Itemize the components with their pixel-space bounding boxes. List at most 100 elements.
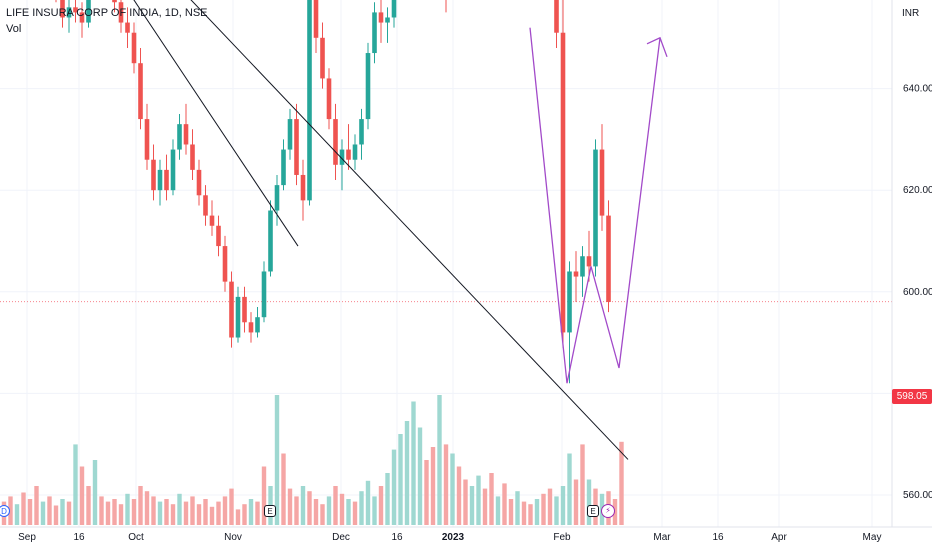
candle-body	[573, 271, 579, 277]
candle-body	[196, 169, 202, 196]
volume-bar	[456, 466, 462, 525]
volume-bar	[541, 493, 546, 525]
x-tick-label: Oct	[128, 532, 144, 543]
candle-body	[112, 0, 117, 3]
volume-bar	[274, 395, 280, 525]
candle-body	[606, 215, 611, 302]
candle-body	[554, 0, 559, 33]
volume-bar	[53, 505, 59, 525]
x-tick-label: May	[863, 532, 882, 543]
trendlines	[133, 0, 668, 460]
volume-bar	[8, 496, 13, 525]
volume-bar	[261, 466, 267, 525]
x-tick-label: Mar	[653, 532, 671, 543]
volume-bar	[515, 491, 520, 525]
candle-body	[307, 0, 312, 201]
candle-body	[144, 119, 150, 160]
volume-bars	[1, 395, 624, 525]
volume-bar	[365, 480, 371, 525]
trendline	[190, 0, 629, 460]
volume-bar	[34, 486, 39, 525]
earnings-event-icon[interactable]: E	[264, 505, 276, 517]
volume-bar	[508, 499, 514, 525]
volume-bar	[534, 499, 540, 525]
candle-body	[391, 0, 397, 18]
volume-legend[interactable]: Vol	[6, 23, 22, 35]
volume-bar	[138, 486, 143, 525]
volume-bar	[209, 506, 215, 525]
candle-body	[86, 0, 91, 23]
volume-bar	[619, 441, 624, 525]
candle-body	[73, 7, 78, 13]
y-tick-label: 640.00	[903, 84, 932, 95]
candle-body	[339, 149, 345, 165]
volume-bar	[385, 473, 390, 525]
split-event-icon[interactable]: ⚡	[601, 504, 615, 518]
volume-bar	[521, 501, 527, 525]
volume-bar	[183, 501, 189, 525]
volume-bar	[27, 499, 33, 525]
candle-body	[268, 210, 273, 272]
symbol-title[interactable]: LIFE INSURA CORP OF INDIA, 1D, NSE	[6, 7, 208, 19]
candle-body	[177, 124, 182, 150]
volume-bar	[222, 496, 228, 525]
currency-label: INR	[902, 8, 920, 19]
candle-body	[320, 37, 325, 79]
projection-path	[529, 27, 661, 384]
volume-bar	[73, 444, 78, 525]
volume-bar	[86, 486, 91, 525]
candles	[55, 0, 611, 384]
volume-bar	[359, 491, 364, 525]
candle-body	[567, 271, 572, 333]
volume-bar	[424, 460, 429, 525]
x-tick-label: Dec	[332, 532, 350, 543]
volume-bar	[430, 447, 436, 525]
x-tick-label: Nov	[224, 532, 242, 543]
candle-body	[151, 159, 156, 191]
volume-bar	[196, 504, 202, 525]
candle-body	[560, 32, 566, 333]
candle-body	[138, 63, 143, 120]
candle-body	[352, 144, 358, 160]
volume-bar	[469, 486, 475, 525]
candle-body	[580, 256, 585, 277]
y-tick-label: 620.00	[903, 185, 932, 196]
volume-bar	[235, 509, 241, 525]
volume-bar	[216, 501, 221, 525]
volume-bar	[443, 444, 449, 525]
volume-bar	[573, 479, 579, 525]
volume-bar	[346, 499, 351, 525]
volume-bar	[170, 504, 176, 525]
volume-bar	[554, 496, 559, 525]
volume-bar	[437, 395, 442, 525]
projection-arrowhead	[646, 36, 668, 58]
volume-bar	[489, 473, 494, 525]
x-tick-label: Apr	[771, 532, 787, 543]
candle-body	[359, 119, 364, 145]
volume-bar	[60, 499, 65, 525]
volume-bar	[125, 493, 130, 525]
earnings-event-icon[interactable]: E	[587, 505, 599, 517]
volume-bar	[411, 401, 416, 525]
volume-bar	[313, 499, 319, 525]
x-tick-label: 16	[391, 532, 403, 543]
candle-body	[372, 12, 377, 54]
y-tick-label: 600.00	[903, 287, 932, 298]
dividend-event-icon[interactable]: D	[0, 505, 10, 517]
volume-bar	[391, 449, 397, 525]
volume-bar	[203, 499, 208, 525]
volume-bar	[404, 421, 410, 525]
volume-bar	[177, 493, 182, 525]
volume-bar	[307, 491, 312, 525]
y-tick-label: 560.00	[903, 490, 932, 501]
candle-body	[222, 246, 228, 282]
time-axis[interactable]: Sep 16 Oct Nov Dec 16 2023 Feb Mar 16 Apr May	[0, 526, 932, 543]
volume-bar	[495, 496, 501, 525]
price-axis[interactable]: 740.00720.00700.00680.00660.00640.00620.…	[891, 0, 932, 527]
candle-body	[385, 17, 390, 23]
volume-bar	[450, 453, 455, 525]
x-tick-label: 2023	[442, 532, 465, 543]
volume-bar	[92, 460, 98, 525]
candle-body	[326, 78, 332, 120]
